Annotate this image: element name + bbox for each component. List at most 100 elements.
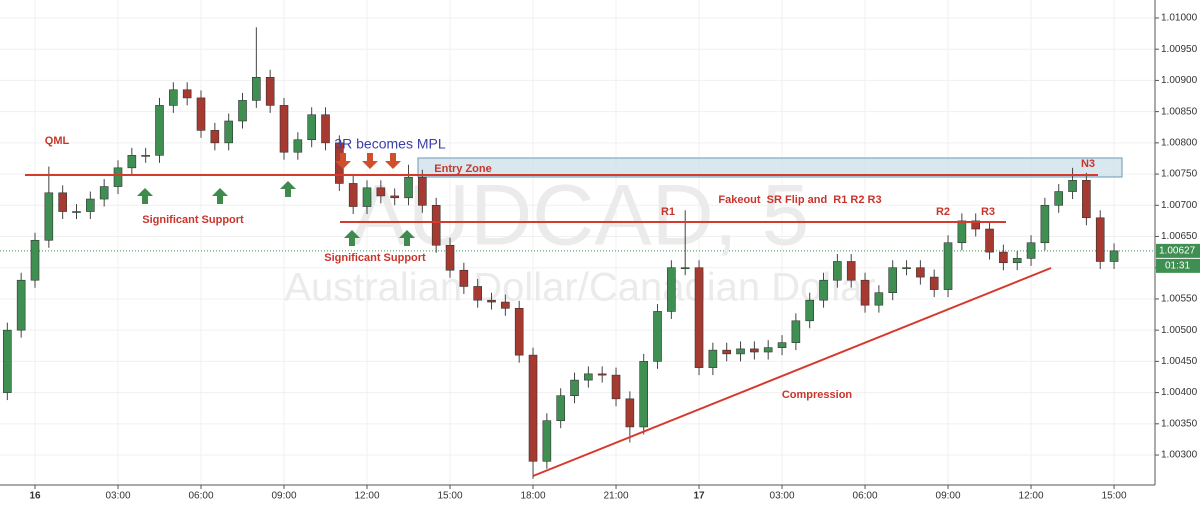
time-axis-area [0, 485, 1200, 506]
candle-body [1095, 217, 1105, 262]
candle-body [431, 204, 441, 246]
candle-body [874, 292, 884, 306]
x-tick-label: 16 [29, 491, 41, 502]
y-tick-label: 1.00950 [1161, 44, 1198, 55]
candle-body [1109, 250, 1119, 262]
candle-body [597, 373, 607, 376]
candle-body [985, 228, 994, 253]
candle-body [224, 120, 233, 144]
resistance-arrows [335, 153, 401, 169]
candle-body [611, 374, 621, 400]
candle-body [376, 187, 386, 197]
annotation: Fakeout SR Flip and R1 R2 R3 [718, 194, 881, 206]
x-tick-label: 18:00 [521, 491, 546, 502]
x-tick-label: 15:00 [1102, 491, 1127, 502]
candle-body [16, 279, 26, 331]
candle-body [141, 155, 150, 157]
candle-body [113, 167, 123, 187]
y-tick-label: 1.00650 [1161, 231, 1198, 242]
countdown-box [1156, 258, 1200, 273]
x-tick-label: 03:00 [770, 491, 795, 502]
candle-body [584, 373, 593, 381]
entry-zone [417, 157, 1123, 178]
candle-body [459, 269, 469, 287]
annotation: R1 [661, 206, 675, 218]
candle-body [307, 114, 316, 141]
candle-body [708, 349, 718, 368]
y-tick-label: 1.00850 [1161, 106, 1198, 117]
candle-body [182, 89, 192, 99]
up-arrow [137, 188, 153, 204]
axes: 1.00300 1.00350 1.00400 1.00450 1.00500 1.005… [29, 13, 1200, 502]
candle-body [653, 311, 662, 362]
candle-body [293, 139, 303, 153]
candle-body [169, 89, 178, 106]
candle-body [722, 349, 731, 355]
y-tick-label: 1.00550 [1161, 294, 1198, 305]
candle-body [445, 244, 455, 271]
candle-body [279, 105, 289, 153]
candle-body [99, 186, 109, 200]
candle-body [238, 100, 247, 122]
x-tick-label: 17 [693, 491, 705, 502]
candle-body [501, 301, 510, 309]
x-tick-label: 12:00 [355, 491, 380, 502]
candle-body [196, 97, 206, 131]
y-tick-label: 1.00500 [1161, 325, 1198, 336]
last-price-label: 1.00627 [1159, 246, 1196, 257]
x-tick-label: 09:00 [271, 491, 296, 502]
candle-body [487, 299, 496, 303]
y-tick-label: 1.01000 [1161, 13, 1198, 24]
symbol-watermark: AUDCAD, 5 [351, 168, 810, 264]
candle-body [265, 76, 275, 106]
annotation: Significant Support [324, 252, 426, 264]
candle-body [86, 198, 95, 212]
annotation: Entry Zone [434, 163, 491, 175]
x-tick-label: 06:00 [853, 491, 878, 502]
candle-body [1082, 180, 1091, 219]
candle-body [971, 220, 981, 230]
candle-body [556, 395, 565, 421]
x-tick-label: 09:00 [936, 491, 961, 502]
annotation: R2 [936, 206, 950, 218]
candle-body [362, 187, 372, 207]
y-tick-label: 1.00450 [1161, 356, 1198, 367]
x-tick-label: 06:00 [188, 491, 213, 502]
x-tick-label: 15:00 [438, 491, 463, 502]
candle-body [321, 114, 330, 144]
candle-body [819, 279, 828, 301]
candle-body [127, 155, 137, 169]
candle-body [639, 361, 648, 428]
candle-body [916, 267, 925, 278]
candle-body [999, 251, 1008, 264]
candle-body [763, 347, 773, 353]
candle-body [155, 105, 164, 156]
y-tick-label: 1.00300 [1161, 450, 1198, 461]
y-tick-label: 1.00700 [1161, 200, 1198, 211]
candle-body [473, 286, 482, 301]
down-arrow [362, 153, 378, 169]
candle-body [791, 320, 801, 343]
candle-body [418, 176, 427, 206]
candle-body [625, 398, 635, 428]
annotation: Significant Support [142, 214, 244, 226]
up-arrow [399, 230, 415, 246]
annotation: 3R becomes MPL [334, 136, 445, 152]
candle-body [1054, 191, 1064, 206]
x-tick-label: 12:00 [1019, 491, 1044, 502]
x-tick-label: 21:00 [604, 491, 629, 502]
candle-body [3, 329, 12, 393]
candle-body [44, 192, 54, 241]
support-arrows [137, 181, 415, 246]
candle-body [777, 342, 787, 348]
y-tick-label: 1.00400 [1161, 387, 1198, 398]
y-tick-label: 1.00350 [1161, 418, 1198, 429]
candle-body [570, 379, 579, 397]
annotation: R3 [981, 206, 995, 218]
compression-line [532, 267, 1052, 477]
annotation: Compression [782, 389, 853, 401]
candle-body [1068, 180, 1077, 192]
down-arrow [335, 153, 351, 169]
